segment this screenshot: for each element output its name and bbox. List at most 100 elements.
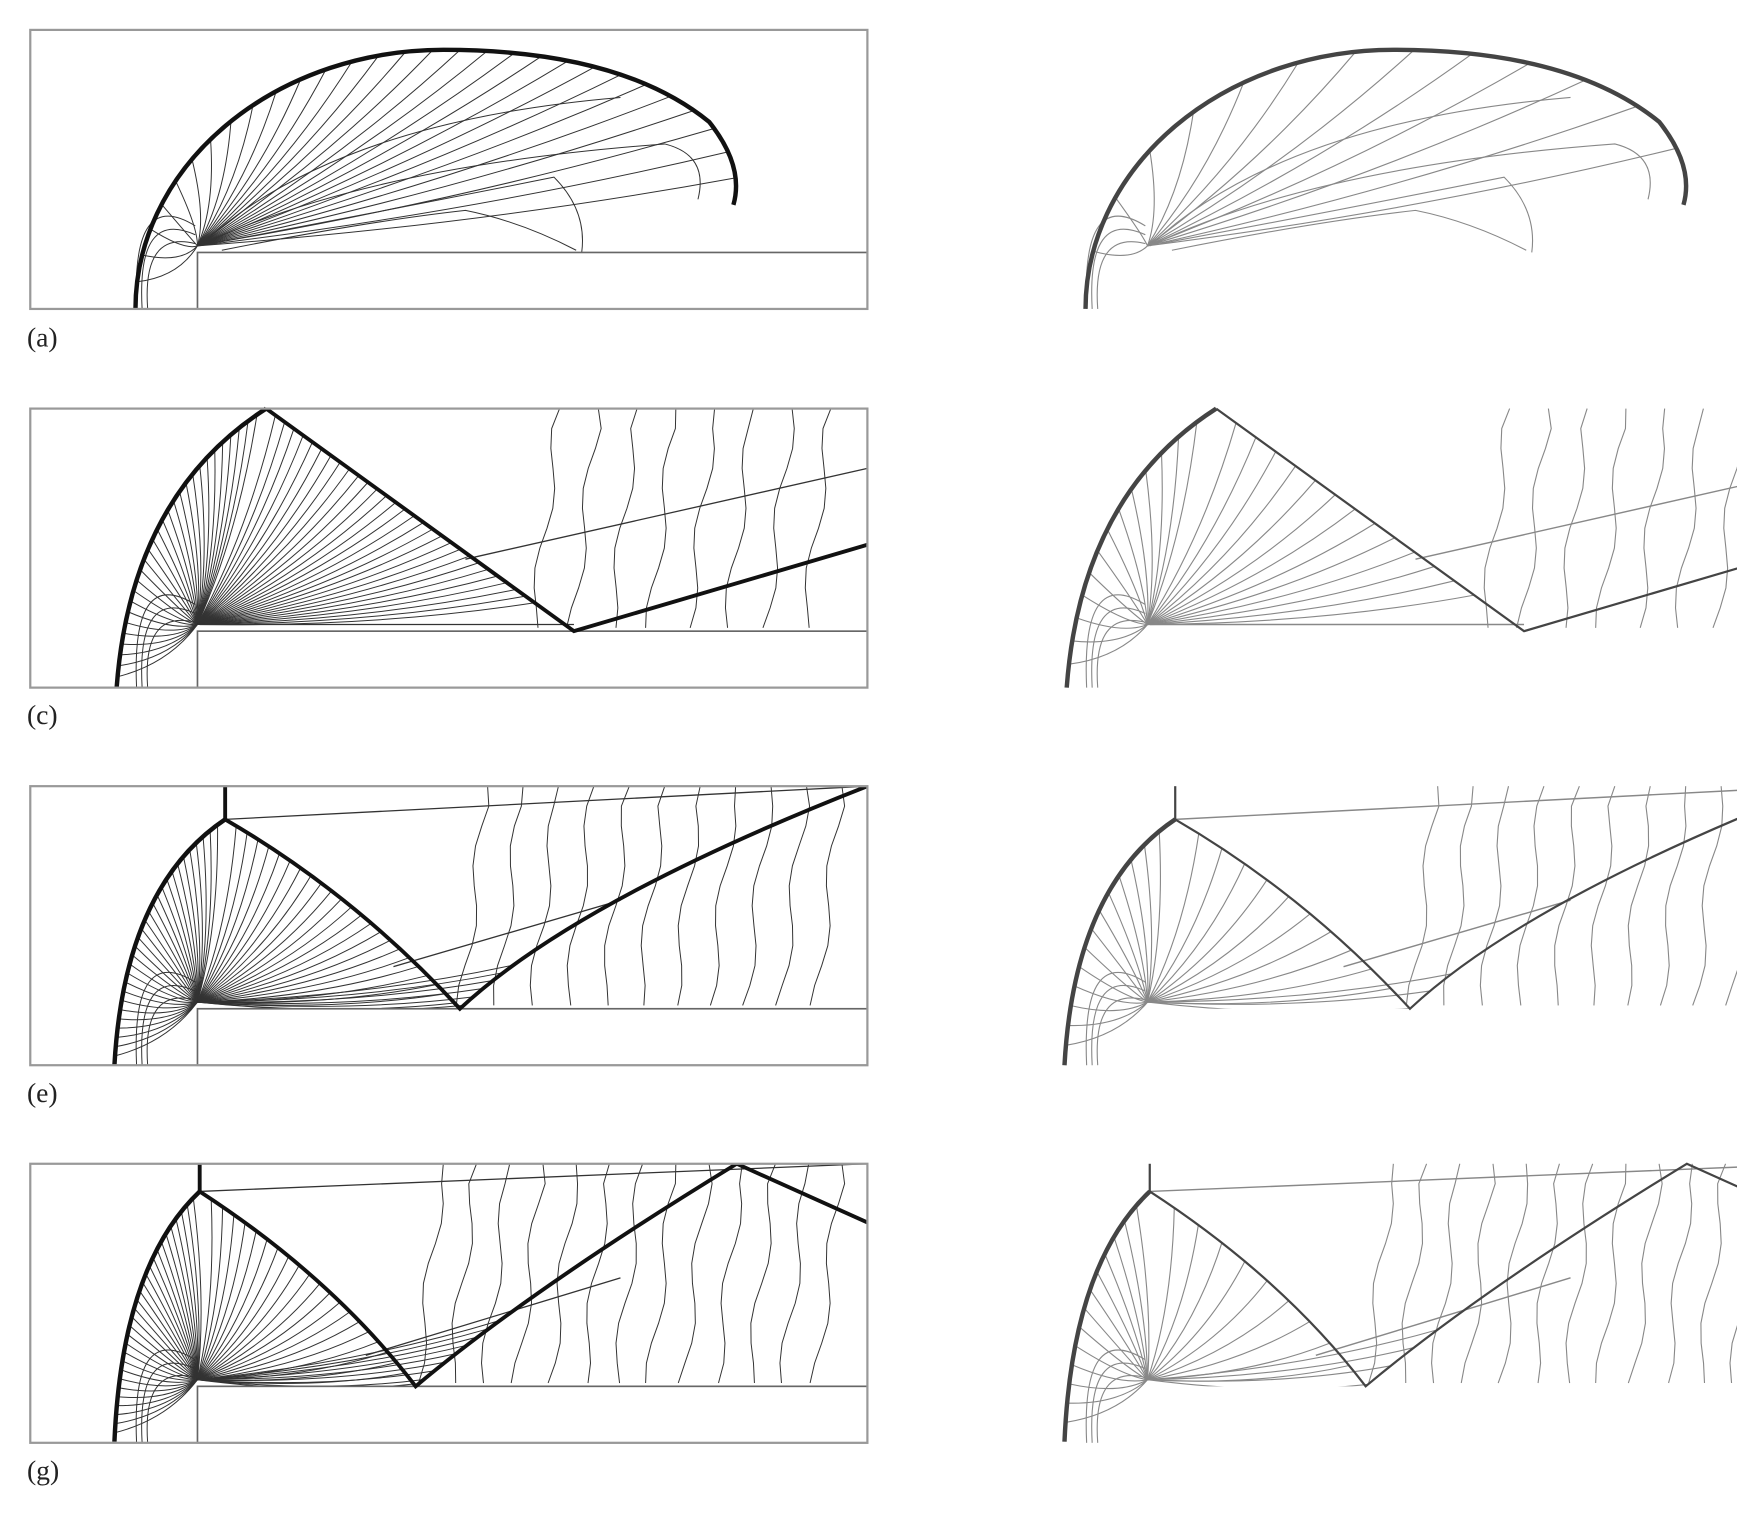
contour-line — [161, 886, 198, 1003]
contour-line — [1070, 1001, 1148, 1012]
body — [196, 1007, 869, 1067]
contour-line — [1096, 1375, 1146, 1443]
contour-line — [161, 519, 198, 625]
contour-line — [120, 1001, 198, 1014]
contour-line — [1668, 1163, 1693, 1384]
contour-line — [1147, 79, 1586, 247]
contour-line — [135, 594, 196, 688]
bow-shock — [1062, 1189, 1152, 1442]
contour-line — [1104, 1253, 1149, 1380]
contour-line — [1068, 624, 1148, 665]
contour-line — [1497, 1163, 1529, 1384]
contour-line — [197, 55, 542, 247]
contour-panel — [29, 28, 869, 311]
contour-line — [1145, 470, 1153, 625]
contour-line — [1147, 1280, 1268, 1381]
contour-line — [604, 786, 630, 1006]
contour-line — [1460, 1163, 1496, 1384]
contour-line — [1368, 1163, 1394, 1384]
contour-line — [136, 579, 198, 625]
contour-line — [116, 1379, 198, 1416]
contour-line — [493, 786, 524, 1006]
contour-line — [197, 522, 424, 625]
contour-line — [451, 1163, 477, 1384]
frame — [29, 1162, 869, 1444]
contour-line — [197, 988, 484, 1005]
contour-line — [1076, 617, 1148, 629]
contour-line — [197, 939, 391, 1003]
contour-line — [1147, 51, 1357, 247]
contour-line — [127, 972, 198, 1003]
contour-line — [1093, 245, 1148, 257]
contour-line — [185, 482, 200, 625]
contour-line — [1149, 96, 1571, 247]
contours — [1065, 1163, 1737, 1443]
contour-line — [146, 620, 196, 688]
contour-line — [141, 985, 196, 1066]
contour-line — [197, 428, 295, 625]
contour-line — [197, 151, 729, 247]
contour-line — [146, 241, 196, 309]
contour-line — [133, 590, 198, 626]
contour-line — [677, 1163, 713, 1384]
contour-line — [197, 427, 240, 625]
contour-line — [1147, 949, 1352, 1003]
contour-line — [1096, 997, 1146, 1066]
contour-line — [197, 1214, 235, 1380]
contour-line — [197, 972, 504, 1003]
contour-line — [197, 875, 312, 1003]
panels — [29, 28, 1737, 1444]
contour-line — [116, 1001, 198, 1038]
contour-line — [1147, 1300, 1290, 1381]
contour-line — [197, 588, 517, 626]
contour-line — [197, 420, 249, 625]
panel-label: (a) — [27, 322, 58, 353]
contour-line — [197, 1256, 290, 1381]
contour-line — [175, 180, 198, 246]
contour-line — [1081, 594, 1148, 626]
contour-line — [120, 624, 198, 656]
contour-line — [197, 1328, 490, 1381]
contour-line — [1147, 913, 1311, 1003]
contour-panel — [29, 785, 869, 1067]
contour-line — [197, 898, 342, 1003]
contours — [114, 1163, 868, 1443]
contour-line — [197, 980, 494, 1003]
contour-line — [1091, 1362, 1146, 1443]
body — [1147, 1008, 1707, 1067]
contour-line — [167, 509, 198, 625]
contour-line — [1068, 1001, 1148, 1027]
contour-line — [1147, 421, 1198, 625]
contour-line — [137, 245, 198, 283]
contour-line — [210, 176, 583, 253]
bow-shock — [1064, 406, 1218, 688]
contour-line — [1147, 565, 1435, 626]
contour-line — [118, 1001, 198, 1021]
contour-line — [1147, 1242, 1223, 1381]
contour-line — [197, 61, 353, 247]
contour-line — [197, 535, 443, 626]
contour-line — [197, 1222, 246, 1380]
contour-line — [135, 1349, 196, 1443]
contour-line — [141, 1362, 196, 1443]
contour-line — [152, 902, 198, 1003]
contour-line — [1074, 1345, 1148, 1381]
contour-line — [1147, 1321, 1311, 1381]
contour-line — [750, 1163, 776, 1384]
contour-line — [804, 408, 832, 628]
contour-line — [177, 863, 199, 1003]
contour-line — [718, 1163, 743, 1384]
contour-line — [125, 1342, 198, 1381]
contours — [135, 49, 736, 309]
contour-line — [197, 488, 378, 625]
contour-line — [1147, 990, 1431, 1005]
contour-line — [1147, 105, 1638, 247]
contour-line — [1147, 452, 1163, 625]
contour-line — [196, 836, 207, 1003]
contour-line — [189, 849, 201, 1003]
slip-line — [225, 786, 868, 821]
contour-line — [1147, 1329, 1438, 1381]
contour-line — [139, 1290, 198, 1380]
contour-line — [809, 786, 846, 1006]
contour-line — [197, 52, 515, 247]
